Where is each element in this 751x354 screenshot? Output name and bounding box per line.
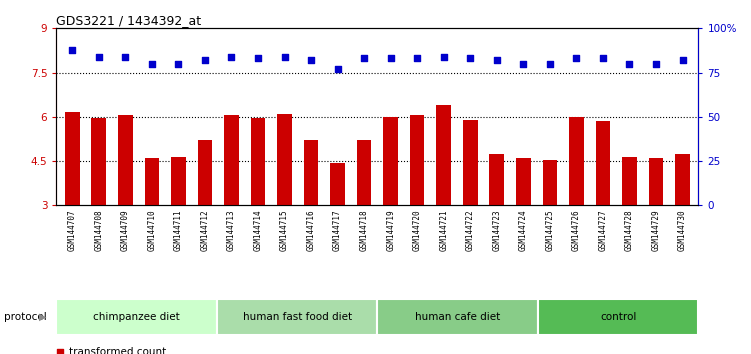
Text: GSM144709: GSM144709 [121, 210, 130, 251]
Bar [65, 113, 80, 205]
Text: GSM144725: GSM144725 [545, 210, 554, 251]
Bar [490, 154, 504, 205]
Bar [198, 141, 213, 205]
Point [66, 47, 78, 52]
Text: GSM144717: GSM144717 [333, 210, 342, 251]
Bar [649, 158, 663, 205]
Text: GSM144708: GSM144708 [95, 210, 104, 251]
Bar [596, 121, 611, 205]
Text: GSM144727: GSM144727 [599, 210, 608, 251]
Text: GSM144707: GSM144707 [68, 210, 77, 251]
Point [490, 57, 502, 63]
Point [173, 61, 185, 67]
Point [146, 61, 158, 67]
Text: GSM144720: GSM144720 [413, 210, 421, 251]
Text: ▶: ▶ [39, 312, 47, 322]
Point [544, 61, 556, 67]
Point [677, 57, 689, 63]
Point [464, 56, 476, 61]
Point [225, 54, 237, 59]
Text: GSM144723: GSM144723 [492, 210, 501, 251]
Point [305, 57, 317, 63]
Bar [277, 114, 292, 205]
Bar [118, 115, 133, 205]
Text: GSM144726: GSM144726 [572, 210, 581, 251]
Point [650, 61, 662, 67]
Text: GSM144719: GSM144719 [386, 210, 395, 251]
Point [93, 54, 105, 59]
Bar [217, 299, 377, 335]
Bar [171, 156, 185, 205]
Text: GSM144710: GSM144710 [147, 210, 156, 251]
Bar [303, 141, 318, 205]
Bar [251, 118, 265, 205]
Text: GSM144713: GSM144713 [227, 210, 236, 251]
Text: control: control [600, 312, 636, 322]
Point [332, 66, 344, 72]
Text: GSM144714: GSM144714 [254, 210, 263, 251]
Text: GSM144718: GSM144718 [360, 210, 369, 251]
Point [570, 56, 582, 61]
Point [53, 349, 65, 354]
Bar [224, 115, 239, 205]
Point [438, 54, 450, 59]
Text: protocol: protocol [4, 312, 47, 322]
Bar [538, 299, 698, 335]
Bar [622, 156, 637, 205]
Bar [675, 154, 690, 205]
Bar [542, 160, 557, 205]
Bar [144, 158, 159, 205]
Point [517, 61, 529, 67]
Bar [357, 141, 372, 205]
Text: GSM144712: GSM144712 [201, 210, 210, 251]
Text: GSM144729: GSM144729 [651, 210, 660, 251]
Text: GSM144722: GSM144722 [466, 210, 475, 251]
Text: human fast food diet: human fast food diet [243, 312, 351, 322]
Bar [569, 117, 584, 205]
Point [199, 57, 211, 63]
Bar [92, 118, 106, 205]
Bar [377, 299, 538, 335]
Point [252, 56, 264, 61]
Text: transformed count: transformed count [69, 347, 167, 354]
Text: GDS3221 / 1434392_at: GDS3221 / 1434392_at [56, 14, 201, 27]
Point [358, 56, 370, 61]
Bar [330, 162, 345, 205]
Bar [463, 120, 478, 205]
Text: GSM144715: GSM144715 [280, 210, 289, 251]
Text: GSM144730: GSM144730 [678, 210, 687, 251]
Bar [516, 158, 531, 205]
Text: human cafe diet: human cafe diet [415, 312, 500, 322]
Text: GSM144711: GSM144711 [174, 210, 183, 251]
Text: GSM144724: GSM144724 [519, 210, 528, 251]
Point [119, 54, 131, 59]
Bar [56, 299, 217, 335]
Bar [383, 117, 398, 205]
Text: GSM144721: GSM144721 [439, 210, 448, 251]
Point [385, 56, 397, 61]
Point [597, 56, 609, 61]
Point [279, 54, 291, 59]
Point [623, 61, 635, 67]
Text: chimpanzee diet: chimpanzee diet [93, 312, 180, 322]
Bar [410, 115, 424, 205]
Text: GSM144728: GSM144728 [625, 210, 634, 251]
Bar [436, 105, 451, 205]
Point [411, 56, 423, 61]
Text: GSM144716: GSM144716 [306, 210, 315, 251]
